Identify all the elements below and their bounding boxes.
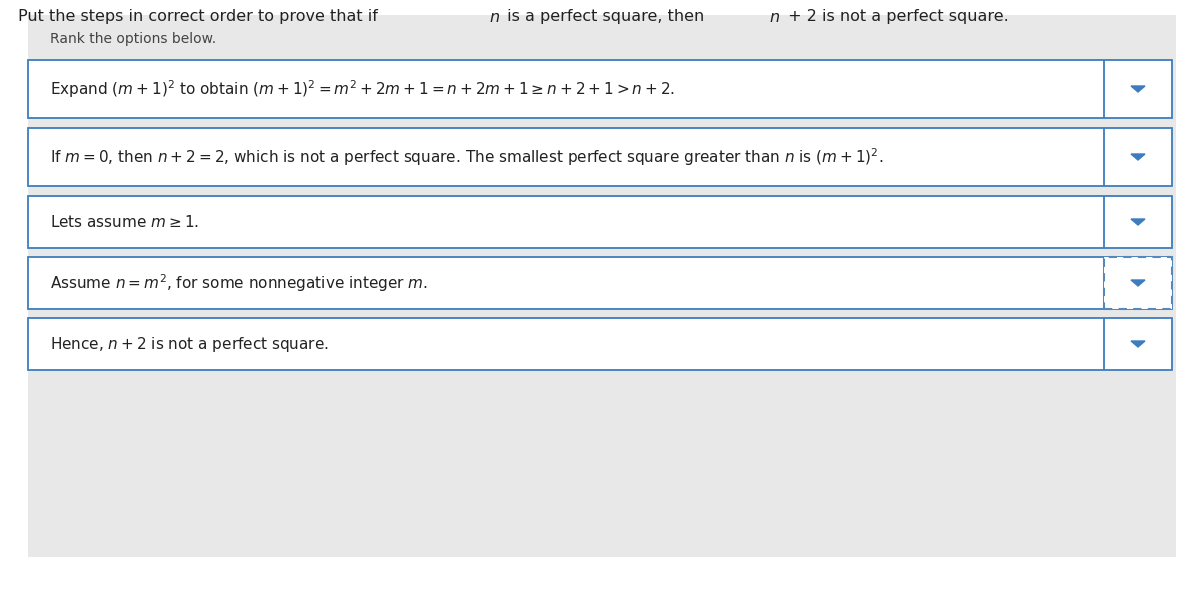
Text: Hence, $n + 2$ is not a perfect square.: Hence, $n + 2$ is not a perfect square. bbox=[50, 335, 329, 354]
Polygon shape bbox=[1132, 341, 1145, 347]
FancyBboxPatch shape bbox=[28, 257, 1172, 309]
Text: Rank the options below.: Rank the options below. bbox=[50, 32, 216, 46]
FancyBboxPatch shape bbox=[28, 196, 1172, 248]
Polygon shape bbox=[1132, 86, 1145, 92]
Polygon shape bbox=[1132, 280, 1145, 286]
Polygon shape bbox=[1132, 154, 1145, 160]
FancyBboxPatch shape bbox=[28, 60, 1172, 118]
Text: Assume $n = m^2$, for some nonnegative integer $m$.: Assume $n = m^2$, for some nonnegative i… bbox=[50, 272, 428, 294]
Text: is a perfect square, then: is a perfect square, then bbox=[502, 9, 709, 25]
Text: If $m = 0$, then $n + 2 = 2$, which is not a perfect square. The smallest perfec: If $m = 0$, then $n + 2 = 2$, which is n… bbox=[50, 146, 883, 168]
FancyBboxPatch shape bbox=[1104, 257, 1172, 309]
Text: + 2 is not a perfect square.: + 2 is not a perfect square. bbox=[782, 9, 1008, 25]
Text: Expand $(m + 1)^2$ to obtain $(m + 1)^2 = m^2 + 2m + 1 = n + 2m + 1 \geq n + 2 +: Expand $(m + 1)^2$ to obtain $(m + 1)^2 … bbox=[50, 78, 676, 100]
Text: Put the steps in correct order to prove that if: Put the steps in correct order to prove … bbox=[18, 9, 383, 25]
FancyBboxPatch shape bbox=[28, 128, 1172, 186]
FancyBboxPatch shape bbox=[28, 15, 1176, 557]
Text: Lets assume $m \geq 1$.: Lets assume $m \geq 1$. bbox=[50, 214, 199, 230]
Text: n: n bbox=[488, 9, 499, 25]
Polygon shape bbox=[1132, 219, 1145, 225]
FancyBboxPatch shape bbox=[28, 318, 1172, 370]
Text: n: n bbox=[769, 9, 780, 25]
